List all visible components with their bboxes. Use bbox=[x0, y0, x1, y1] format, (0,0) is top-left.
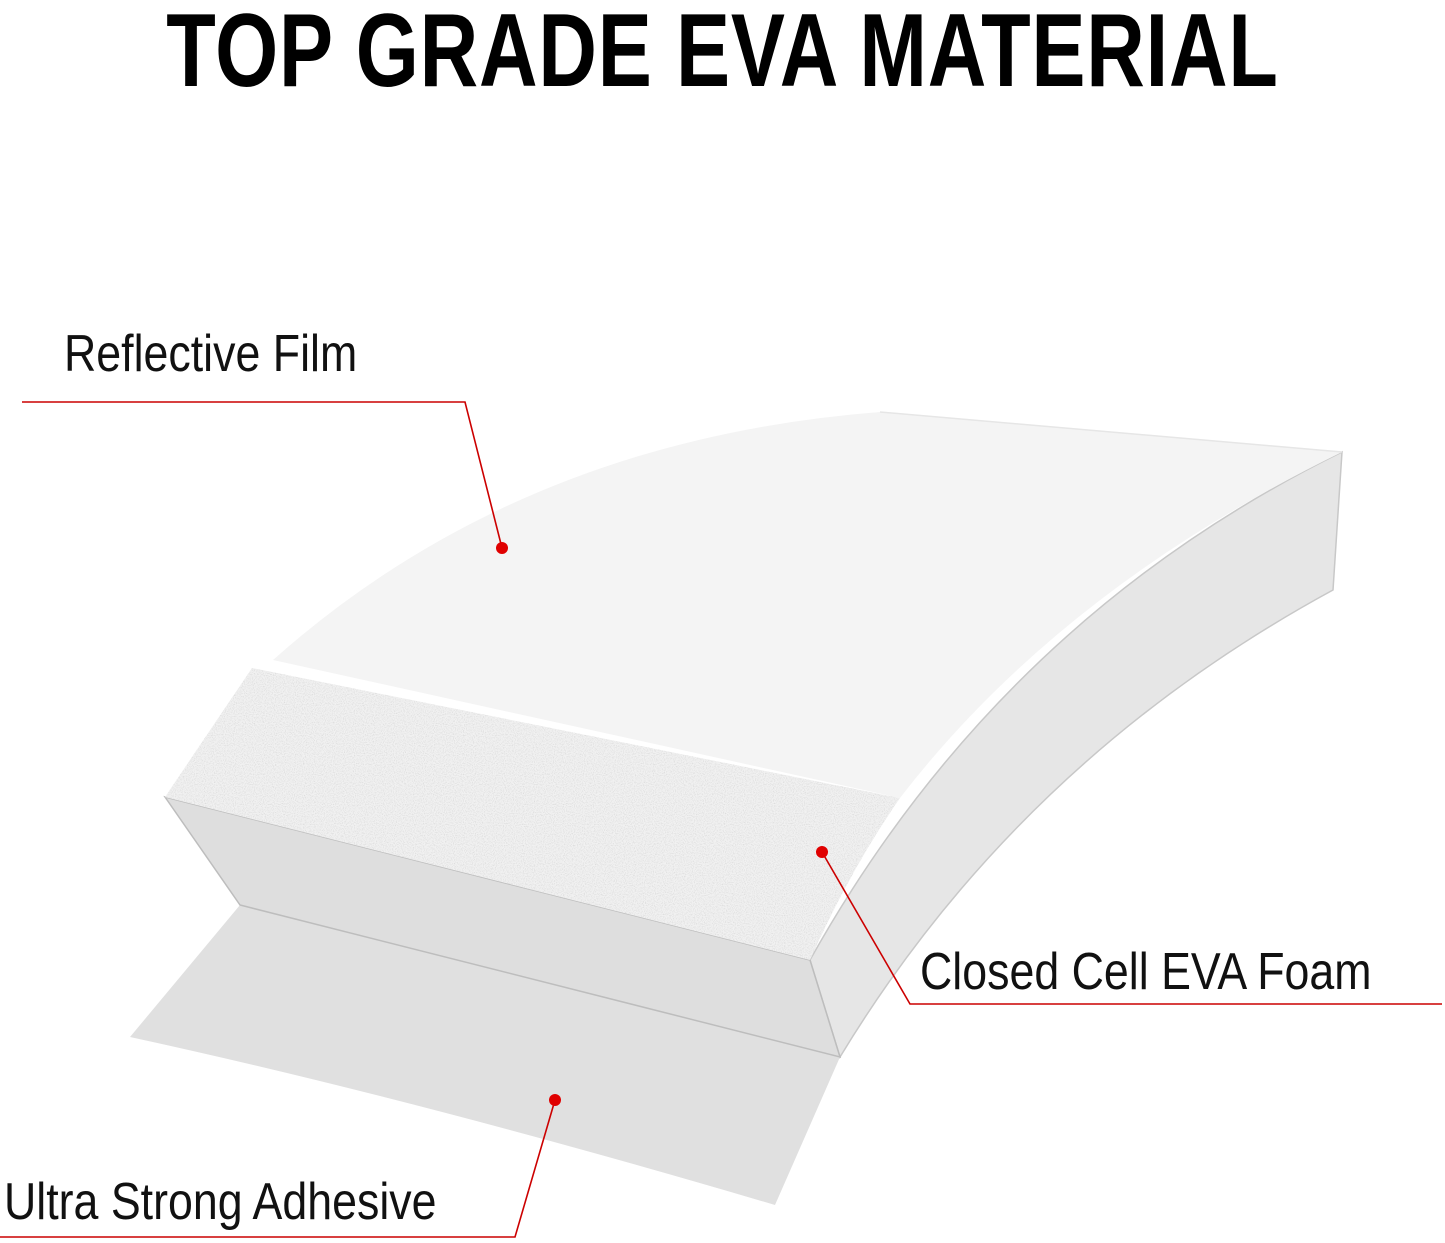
reflective-film-layer bbox=[273, 412, 1342, 798]
foam-front-face bbox=[163, 795, 842, 1059]
callout-dot-eva-foam bbox=[816, 846, 828, 858]
label-ultra-strong-adhesive: Ultra Strong Adhesive bbox=[4, 1173, 437, 1231]
foam-side-face bbox=[809, 450, 1343, 1059]
callout-line-reflective-film bbox=[22, 401, 503, 549]
callout-line-eva-foam bbox=[821, 851, 1442, 1005]
adhesive-layer bbox=[130, 905, 840, 1205]
label-reflective-film: Reflective Film bbox=[64, 325, 358, 383]
callout-dot-adhesive bbox=[549, 1094, 561, 1106]
label-closed-cell-eva-foam: Closed Cell EVA Foam bbox=[920, 943, 1372, 1001]
callout-dot-reflective-film bbox=[496, 542, 508, 554]
page-title: TOP GRADE EVA MATERIAL bbox=[166, 0, 1279, 109]
callout-line-adhesive bbox=[0, 1099, 556, 1238]
foam-top-surface bbox=[165, 668, 900, 960]
